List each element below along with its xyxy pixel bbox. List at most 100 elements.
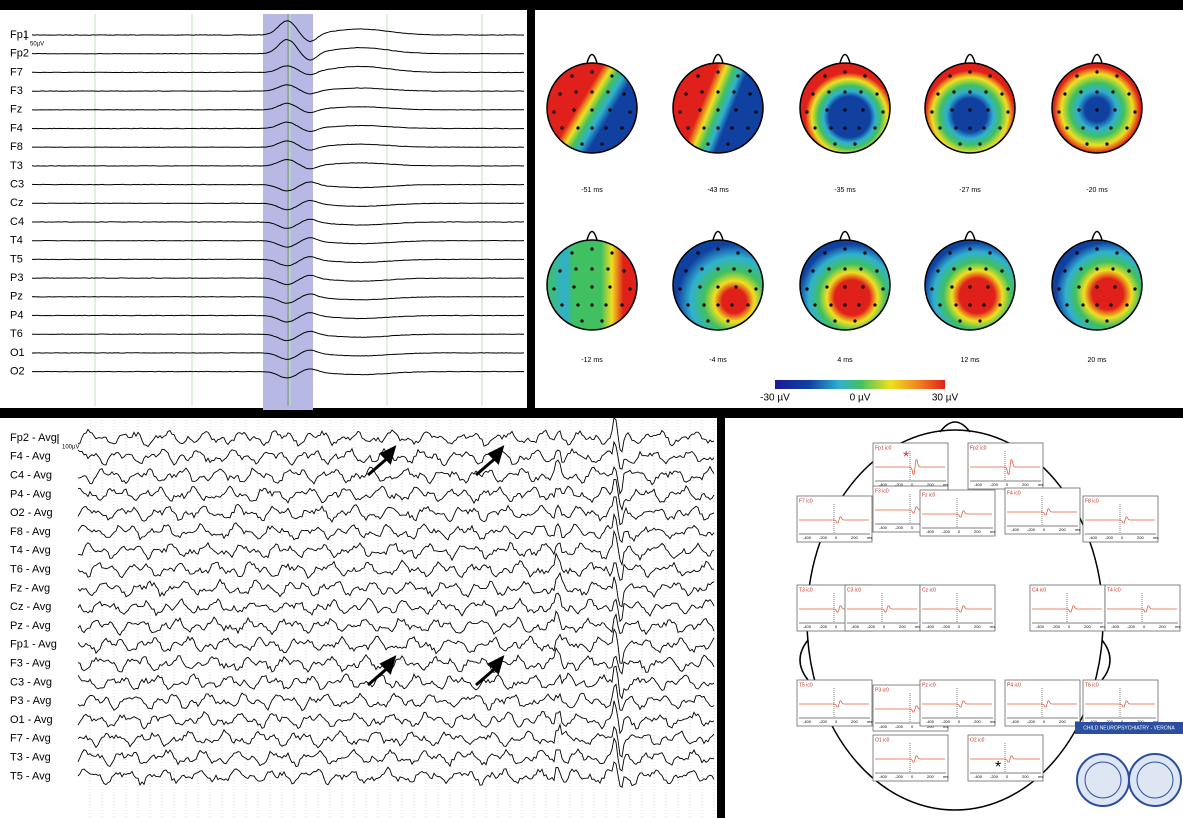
axis-label: -200	[942, 624, 951, 629]
electrode	[930, 110, 933, 113]
electrode	[590, 303, 593, 306]
head-map	[925, 63, 1015, 153]
electrode	[829, 303, 832, 306]
electrode	[686, 303, 689, 306]
axis-label: -400	[879, 724, 888, 729]
head-map	[925, 240, 1015, 330]
axis-label: -200	[942, 529, 951, 534]
electrode	[732, 267, 735, 270]
electrode	[590, 126, 593, 129]
axis-label: 200	[1084, 624, 1091, 629]
electrode	[678, 110, 681, 113]
electrode	[813, 303, 816, 306]
axis-label: -400	[926, 529, 935, 534]
electrode	[873, 303, 876, 306]
electrode	[1127, 92, 1130, 95]
electrode	[696, 251, 699, 254]
electrode	[952, 90, 955, 93]
electrode	[716, 70, 719, 73]
electrode	[1095, 267, 1098, 270]
logo-text: CHILD NEUROPSYCHIATRY - VERONA	[1083, 725, 1175, 731]
electrode	[998, 126, 1001, 129]
electrode	[558, 269, 561, 272]
electrode	[1075, 74, 1078, 77]
channel-label: F7 - Avg	[10, 733, 51, 745]
electrode	[620, 126, 623, 129]
electrode	[861, 108, 864, 111]
channel-label: Pz - Avg	[10, 620, 51, 632]
box-label: T3 ic0	[799, 587, 813, 593]
channel-label: P3	[10, 272, 23, 284]
electrode	[1079, 90, 1082, 93]
electrode	[984, 90, 987, 93]
panel-bottom-left	[0, 418, 717, 818]
electrode	[590, 108, 593, 111]
time-label: 12 ms	[960, 357, 980, 364]
electrode	[984, 267, 987, 270]
electrode	[938, 303, 941, 306]
electrode	[952, 267, 955, 270]
electrode	[1095, 90, 1098, 93]
channel-label: C3	[10, 179, 24, 191]
electrode	[560, 126, 563, 129]
channel-label: T3	[10, 160, 23, 172]
electrode	[954, 303, 957, 306]
axis-label: 200	[1159, 624, 1166, 629]
axis-label: 200	[851, 535, 858, 540]
axis-label: 200	[1022, 774, 1029, 779]
electrode	[982, 126, 985, 129]
box-label: Cz ic0	[922, 587, 936, 593]
box-label: Pz ic0	[922, 682, 936, 688]
electrode	[604, 126, 607, 129]
head-map	[1052, 63, 1142, 153]
electrode	[1057, 287, 1060, 290]
channel-label: P3 - Avg	[10, 695, 51, 707]
time-label: -51 ms	[581, 187, 603, 194]
electrode	[1125, 303, 1128, 306]
axis-label: ms	[990, 624, 995, 629]
electrode	[1079, 267, 1082, 270]
axis-label: ms	[867, 535, 872, 540]
channel-label: F4	[10, 122, 23, 134]
axis-label: ms	[1038, 482, 1043, 487]
axis-label: -400	[803, 624, 812, 629]
electrode	[700, 267, 703, 270]
electrode	[748, 92, 751, 95]
electrode	[954, 126, 957, 129]
axis-label: -200	[1027, 719, 1036, 724]
electrode	[696, 74, 699, 77]
electrode	[958, 319, 961, 322]
axis-label: 200	[974, 719, 981, 724]
electrode	[1081, 126, 1084, 129]
axis-label: -400	[926, 719, 935, 724]
electrode	[1095, 247, 1098, 250]
electrode	[734, 285, 737, 288]
electrode	[1077, 285, 1080, 288]
electrode	[572, 108, 575, 111]
box-label: F3 ic0	[875, 488, 889, 494]
electrode	[843, 285, 846, 288]
electrode	[1085, 319, 1088, 322]
channel-label: T3 - Avg	[10, 752, 51, 764]
electrode	[700, 90, 703, 93]
channel-label: Fp2	[10, 48, 29, 60]
axis-label: -200	[942, 719, 951, 724]
channel-label: C4	[10, 216, 24, 228]
electrode	[678, 287, 681, 290]
electrode	[698, 108, 701, 111]
channel-label: Cz	[10, 197, 23, 209]
electrode	[986, 285, 989, 288]
electrode	[706, 319, 709, 322]
electrode	[1063, 92, 1066, 95]
box-label: P4 ic0	[1007, 682, 1021, 688]
electrode	[1111, 90, 1114, 93]
channel-label: F3 - Avg	[10, 658, 51, 670]
electrode	[600, 319, 603, 322]
electrode	[843, 90, 846, 93]
box-label: Fz ic0	[922, 492, 936, 498]
electrode	[873, 126, 876, 129]
head-map	[673, 63, 763, 153]
electrode	[570, 251, 573, 254]
scale-label: 100µV	[62, 445, 79, 451]
electrode	[861, 285, 864, 288]
